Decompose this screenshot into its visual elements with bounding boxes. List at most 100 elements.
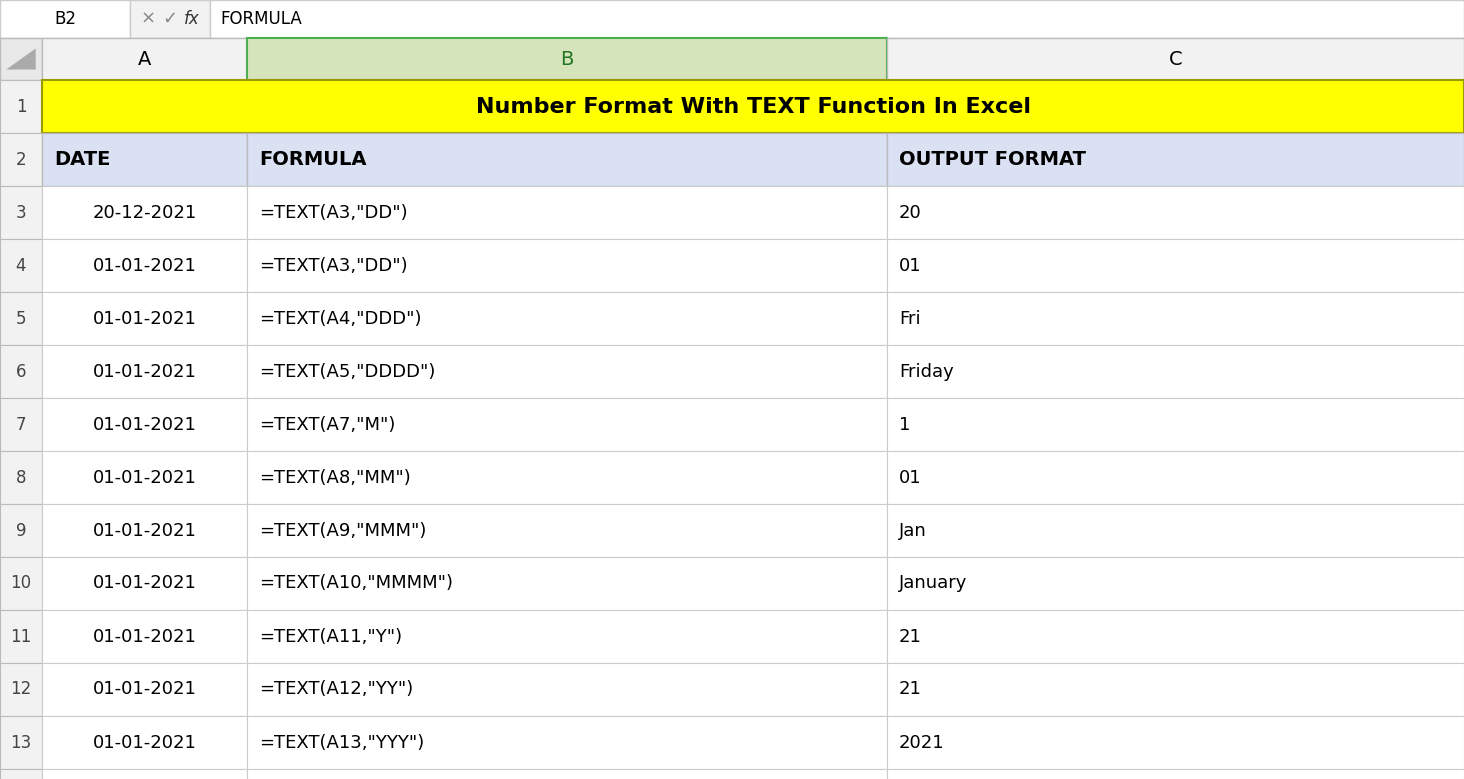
Bar: [42, 345, 247, 398]
Text: 12: 12: [10, 681, 32, 699]
Bar: [42, 133, 247, 186]
Text: FORMULA: FORMULA: [259, 150, 366, 169]
Text: FORMULA: FORMULA: [220, 10, 302, 28]
Text: ×: ×: [141, 10, 155, 28]
Text: =TEXT(A3,"DD"): =TEXT(A3,"DD"): [259, 256, 407, 274]
Bar: [42, 557, 247, 610]
Text: 2: 2: [16, 150, 26, 168]
Bar: [247, 504, 887, 557]
Bar: [247, 398, 887, 451]
Bar: [130, 0, 209, 38]
Bar: [247, 610, 887, 663]
Text: 5: 5: [16, 309, 26, 327]
Bar: [42, 769, 247, 779]
Bar: [209, 0, 1464, 38]
Bar: [887, 663, 1464, 716]
Text: 20-12-2021: 20-12-2021: [92, 203, 196, 221]
Bar: [887, 345, 1464, 398]
Text: Fri: Fri: [899, 309, 921, 327]
Bar: [247, 557, 887, 610]
Bar: [887, 504, 1464, 557]
Text: 21: 21: [899, 628, 922, 646]
Text: =TEXT(A8,"MM"): =TEXT(A8,"MM"): [259, 468, 411, 487]
Bar: [247, 292, 887, 345]
Bar: [0, 557, 42, 610]
Bar: [887, 239, 1464, 292]
Bar: [0, 504, 42, 557]
Text: 01-01-2021: 01-01-2021: [92, 309, 196, 327]
Text: B2: B2: [54, 10, 76, 28]
Text: fx: fx: [184, 10, 201, 28]
Text: 11: 11: [10, 628, 32, 646]
Bar: [887, 133, 1464, 186]
Bar: [0, 186, 42, 239]
Bar: [0, 38, 42, 80]
Bar: [247, 38, 887, 80]
Bar: [247, 769, 887, 779]
Bar: [887, 557, 1464, 610]
Text: 9: 9: [16, 521, 26, 540]
Text: Friday: Friday: [899, 362, 953, 380]
Text: =TEXT(A3,"DD"): =TEXT(A3,"DD"): [259, 203, 407, 221]
Bar: [42, 239, 247, 292]
Bar: [247, 451, 887, 504]
Bar: [42, 663, 247, 716]
Bar: [0, 80, 42, 133]
Text: B: B: [561, 50, 574, 69]
Bar: [887, 769, 1464, 779]
Bar: [0, 292, 42, 345]
Text: January: January: [899, 574, 968, 593]
Text: DATE: DATE: [54, 150, 110, 169]
Bar: [0, 133, 42, 186]
Bar: [887, 610, 1464, 663]
Text: =TEXT(A9,"MMM"): =TEXT(A9,"MMM"): [259, 521, 426, 540]
Bar: [42, 504, 247, 557]
Text: =TEXT(A12,"YY"): =TEXT(A12,"YY"): [259, 681, 413, 699]
Bar: [0, 610, 42, 663]
Bar: [887, 38, 1464, 80]
Bar: [42, 398, 247, 451]
Bar: [42, 716, 247, 769]
Text: 01-01-2021: 01-01-2021: [92, 415, 196, 433]
Polygon shape: [6, 48, 35, 69]
Text: Number Format With TEXT Function In Excel: Number Format With TEXT Function In Exce…: [476, 97, 1031, 117]
Bar: [0, 345, 42, 398]
Text: 4: 4: [16, 256, 26, 274]
Bar: [0, 451, 42, 504]
Text: 01-01-2021: 01-01-2021: [92, 362, 196, 380]
Text: 01-01-2021: 01-01-2021: [92, 734, 196, 752]
Bar: [887, 292, 1464, 345]
Text: 01-01-2021: 01-01-2021: [92, 468, 196, 487]
Bar: [0, 0, 130, 38]
Bar: [42, 186, 247, 239]
Bar: [887, 451, 1464, 504]
Text: 01-01-2021: 01-01-2021: [92, 628, 196, 646]
Text: OUTPUT FORMAT: OUTPUT FORMAT: [899, 150, 1086, 169]
Bar: [887, 186, 1464, 239]
Bar: [247, 345, 887, 398]
Text: =TEXT(A10,"MMMM"): =TEXT(A10,"MMMM"): [259, 574, 452, 593]
Bar: [42, 80, 1464, 133]
Text: 21: 21: [899, 681, 922, 699]
Text: 01: 01: [899, 256, 922, 274]
Text: ✓: ✓: [163, 10, 177, 28]
Bar: [0, 663, 42, 716]
Bar: [0, 398, 42, 451]
Text: 01-01-2021: 01-01-2021: [92, 256, 196, 274]
Bar: [887, 716, 1464, 769]
Bar: [0, 0, 1464, 38]
Text: 01-01-2021: 01-01-2021: [92, 681, 196, 699]
Text: =TEXT(A7,"M"): =TEXT(A7,"M"): [259, 415, 395, 433]
Text: =TEXT(A4,"DDD"): =TEXT(A4,"DDD"): [259, 309, 422, 327]
Bar: [887, 398, 1464, 451]
Text: =TEXT(A5,"DDDD"): =TEXT(A5,"DDDD"): [259, 362, 435, 380]
Bar: [247, 133, 887, 186]
Text: Jan: Jan: [899, 521, 927, 540]
Bar: [247, 716, 887, 769]
Text: 01-01-2021: 01-01-2021: [92, 574, 196, 593]
Bar: [0, 769, 42, 779]
Text: 13: 13: [10, 734, 32, 752]
Text: 8: 8: [16, 468, 26, 487]
Bar: [42, 38, 247, 80]
Bar: [247, 186, 887, 239]
